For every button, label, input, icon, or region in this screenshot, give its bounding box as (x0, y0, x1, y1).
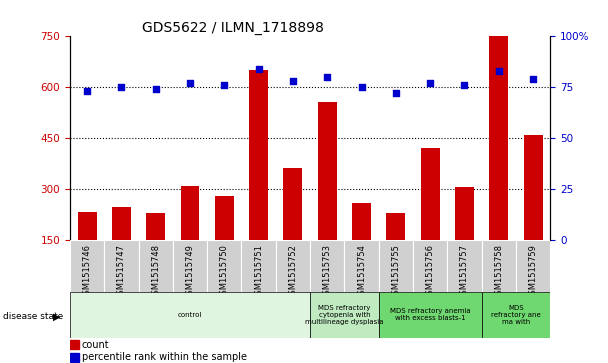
Point (288, 78, 298, 84)
Bar (139, 240, 173, 292)
Text: disease state: disease state (3, 312, 63, 321)
Bar (344, 240, 379, 292)
Bar (207, 240, 241, 292)
Bar (249, 70, 268, 240)
Text: GSM1515758: GSM1515758 (494, 244, 503, 300)
Point (219, 82, 229, 88)
Bar (310, 292, 379, 338)
Text: MDS refractory
cytopenia with
multilineage dysplasia: MDS refractory cytopenia with multilinea… (305, 305, 384, 325)
Point (494, 68, 503, 74)
Bar (482, 240, 516, 292)
Text: GSM1515751: GSM1515751 (254, 244, 263, 300)
Bar (70, 240, 104, 292)
Point (425, 80, 435, 86)
Bar (283, 168, 302, 240)
Bar (276, 240, 310, 292)
Text: GSM1515756: GSM1515756 (426, 244, 435, 300)
Text: GSM1515754: GSM1515754 (357, 244, 366, 300)
Text: GSM1515747: GSM1515747 (117, 244, 126, 300)
Text: control: control (178, 312, 202, 318)
Point (185, 80, 195, 86)
Point (528, 76, 538, 82)
Point (82, 88, 92, 94)
Bar (421, 148, 440, 240)
Bar (181, 186, 199, 240)
Bar (379, 292, 482, 338)
Bar (318, 102, 337, 240)
Text: GSM1515759: GSM1515759 (528, 244, 537, 300)
Bar (241, 240, 276, 292)
Text: MDS refractory anemia
with excess blasts-1: MDS refractory anemia with excess blasts… (390, 309, 471, 321)
Point (357, 84, 367, 90)
Bar (104, 240, 139, 292)
Bar (523, 135, 542, 240)
Point (151, 86, 161, 92)
Text: GSM1515752: GSM1515752 (288, 244, 297, 300)
Bar (215, 196, 233, 240)
Bar (413, 240, 447, 292)
Point (254, 66, 263, 72)
Point (391, 90, 401, 96)
Text: MDS
refractory ane
ma with: MDS refractory ane ma with (491, 305, 541, 325)
Bar (70, 340, 78, 349)
Bar (516, 240, 550, 292)
Text: GSM1515750: GSM1515750 (220, 244, 229, 300)
Bar (112, 207, 131, 240)
Bar (310, 240, 344, 292)
Bar (489, 36, 508, 240)
Text: count: count (82, 340, 109, 350)
Bar (455, 187, 474, 240)
Bar (387, 213, 406, 240)
Text: GSM1515753: GSM1515753 (323, 244, 332, 300)
Bar (173, 240, 207, 292)
Text: GSM1515748: GSM1515748 (151, 244, 160, 300)
Text: GSM1515755: GSM1515755 (392, 244, 400, 300)
Text: GSM1515746: GSM1515746 (83, 244, 92, 300)
Bar (352, 203, 371, 240)
Bar (70, 353, 78, 362)
Bar (379, 240, 413, 292)
Text: GDS5622 / ILMN_1718898: GDS5622 / ILMN_1718898 (142, 21, 324, 35)
Point (460, 82, 469, 88)
Text: GSM1515749: GSM1515749 (185, 244, 195, 300)
Point (117, 84, 126, 90)
Bar (447, 240, 482, 292)
Bar (70, 292, 310, 338)
Text: ▶: ▶ (54, 311, 61, 322)
Bar (147, 213, 165, 240)
Bar (482, 292, 550, 338)
Point (322, 74, 332, 80)
Text: GSM1515757: GSM1515757 (460, 244, 469, 300)
Text: percentile rank within the sample: percentile rank within the sample (82, 352, 247, 362)
Bar (78, 212, 97, 240)
